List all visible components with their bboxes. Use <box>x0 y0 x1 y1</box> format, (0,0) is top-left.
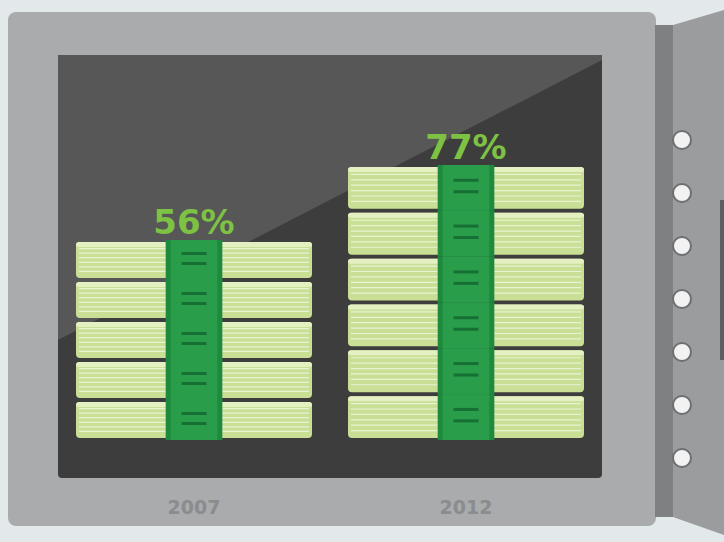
svg-text:56%: 56% <box>153 202 234 242</box>
svg-text:2007: 2007 <box>168 496 221 518</box>
svg-text:77%: 77% <box>425 127 506 167</box>
svg-text:2012: 2012 <box>440 496 493 518</box>
